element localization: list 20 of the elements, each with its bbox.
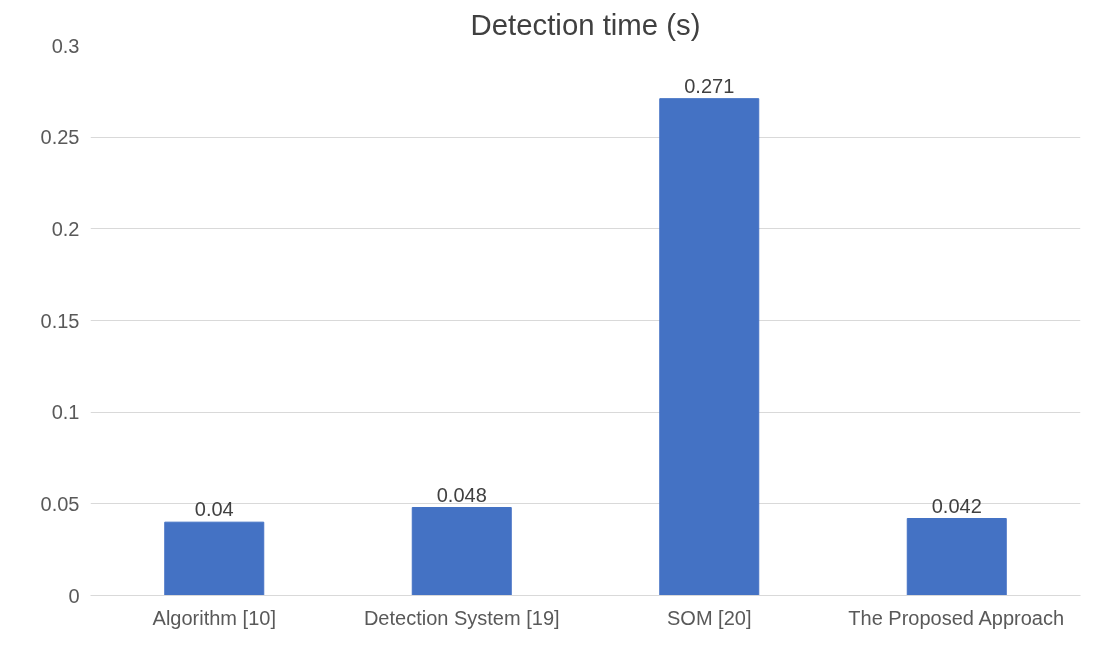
x-tick-label: SOM [20] xyxy=(667,606,752,629)
data-label: 0.042 xyxy=(931,494,982,517)
y-tick-label: 0.3 xyxy=(51,34,80,57)
y-tick-label: 0.25 xyxy=(40,126,80,149)
x-tick-label: Algorithm [10] xyxy=(152,606,276,629)
data-label: 0.04 xyxy=(194,498,234,521)
y-tick-label: 0.05 xyxy=(40,492,80,515)
bar xyxy=(411,507,512,596)
y-tick-label: 0.15 xyxy=(40,309,80,332)
bar xyxy=(164,521,265,596)
y-tick-label: 0 xyxy=(68,584,80,607)
data-label: 0.048 xyxy=(436,483,487,506)
y-tick-label: 0.1 xyxy=(51,401,80,424)
bar xyxy=(906,518,1007,596)
y-tick-label: 0.2 xyxy=(51,217,80,240)
x-tick-label: The Proposed Approach xyxy=(848,606,1065,629)
data-label: 0.271 xyxy=(684,74,735,97)
bar xyxy=(659,98,760,596)
chart-title: Detection time (s) xyxy=(470,7,701,41)
x-tick-label: Detection System [19] xyxy=(363,606,560,629)
